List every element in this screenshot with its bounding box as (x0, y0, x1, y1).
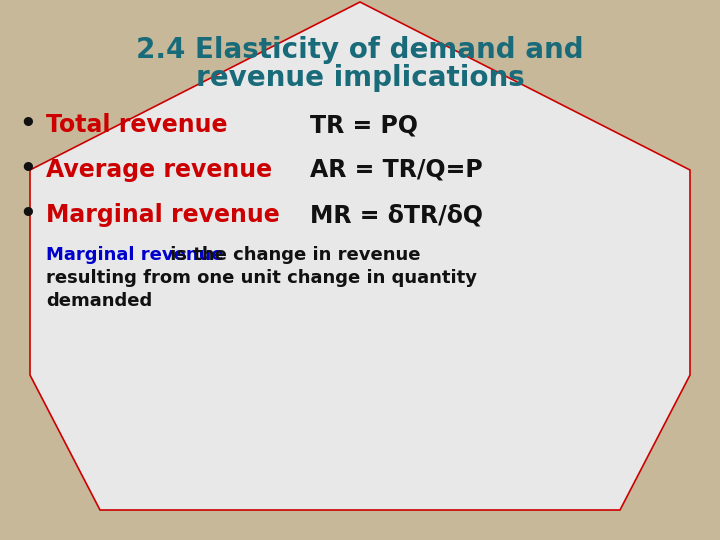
Text: Total revenue: Total revenue (46, 113, 228, 137)
Text: Marginal revenue: Marginal revenue (46, 203, 280, 227)
Text: AR = TR/Q=P: AR = TR/Q=P (310, 158, 482, 182)
Text: •: • (19, 202, 37, 228)
Text: Marginal revenue: Marginal revenue (46, 246, 224, 264)
Text: resulting from one unit change in quantity: resulting from one unit change in quanti… (46, 269, 477, 287)
Text: TR = PQ: TR = PQ (310, 113, 418, 137)
Text: •: • (19, 112, 37, 138)
Text: is the change in revenue: is the change in revenue (164, 246, 420, 264)
Polygon shape (30, 2, 690, 510)
Text: MR = δTR/δQ: MR = δTR/δQ (310, 203, 483, 227)
Text: •: • (19, 157, 37, 183)
Text: 2.4 Elasticity of demand and: 2.4 Elasticity of demand and (136, 36, 584, 64)
Text: revenue implications: revenue implications (196, 64, 524, 92)
Text: Average revenue: Average revenue (46, 158, 272, 182)
Text: demanded: demanded (46, 292, 152, 310)
